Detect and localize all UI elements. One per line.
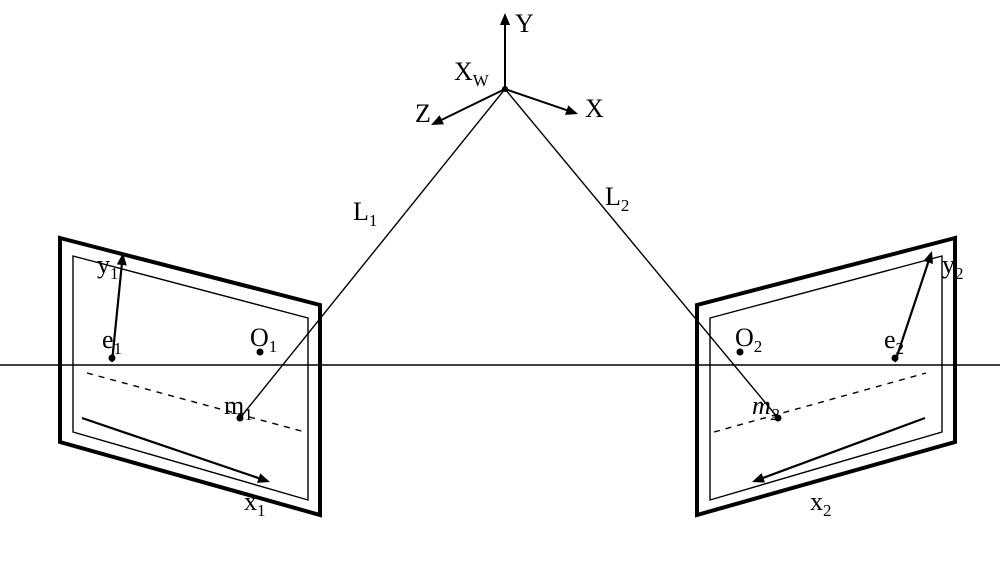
svg-text:O1: O1	[250, 323, 277, 356]
svg-text:x2: x2	[810, 487, 832, 520]
diagram: L1 L2 Y X Z XW O1 e1 m1 y1 x1 O2 e2 m2 y2 x2	[0, 0, 1000, 565]
svg-text:X: X	[585, 94, 604, 123]
svg-text:Z: Z	[415, 99, 431, 128]
svg-text:e1: e1	[102, 325, 122, 358]
svg-text:XW: XW	[454, 57, 490, 90]
svg-text:y1: y1	[97, 250, 119, 283]
svg-text:Y: Y	[515, 9, 534, 38]
svg-text:x1: x1	[244, 487, 266, 520]
svg-text:L1: L1	[353, 197, 377, 230]
svg-text:m1: m1	[224, 391, 253, 424]
svg-text:L2: L2	[605, 182, 629, 215]
svg-text:y2: y2	[942, 250, 964, 283]
svg-text:e2: e2	[884, 325, 904, 358]
svg-text:O2: O2	[735, 323, 762, 356]
svg-text:m2: m2	[752, 391, 780, 424]
